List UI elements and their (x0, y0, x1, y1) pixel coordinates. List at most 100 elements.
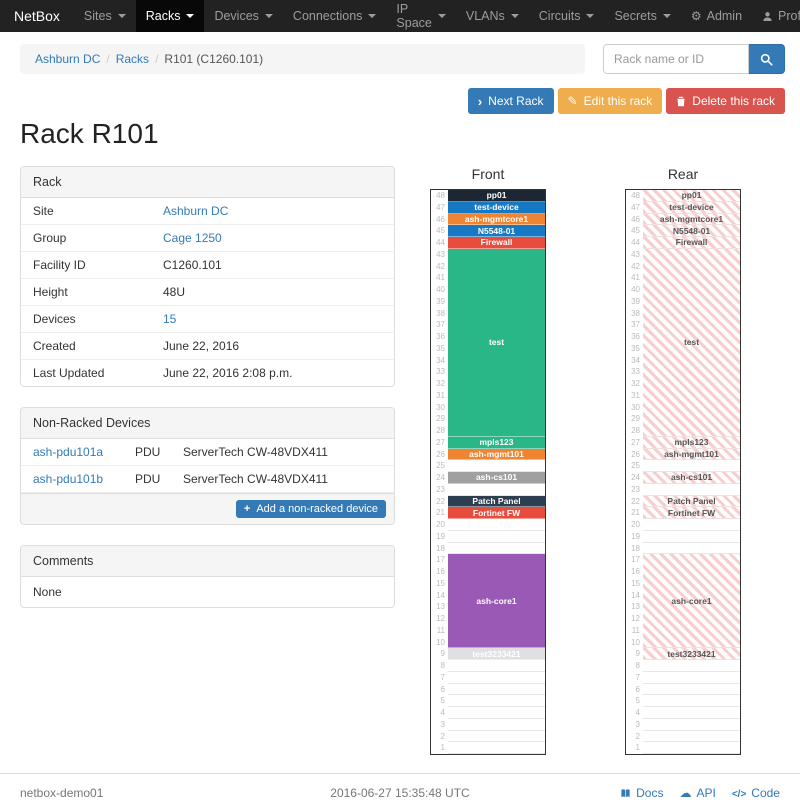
edit-rack-button[interactable]: ✎ Edit this rack (557, 88, 663, 114)
rack-device-ash-mgmtcore1[interactable]: ash-mgmtcore1 (643, 213, 740, 226)
trash-icon (676, 96, 686, 107)
empty-rack-unit[interactable] (643, 542, 740, 555)
empty-rack-unit[interactable] (448, 730, 545, 743)
nav-item-secrets[interactable]: Secrets (604, 0, 680, 32)
non-racked-device-row: ash-pdu101b PDU ServerTech CW-48VDX411 (21, 466, 394, 493)
empty-rack-unit[interactable] (643, 683, 740, 696)
footer-link-docs[interactable]: Docs (620, 786, 663, 800)
rack-device-ash-mgmtcore1[interactable]: ash-mgmtcore1 (448, 213, 545, 226)
attribute-value-link[interactable]: Ashburn DC (163, 204, 229, 218)
rack-attribute-row: Created June 22, 2016 (21, 333, 394, 360)
attribute-label: Last Updated (33, 366, 105, 380)
attribute-value-link[interactable]: 15 (163, 312, 177, 326)
unit-number: 42 (631, 261, 640, 271)
empty-rack-unit[interactable] (643, 695, 740, 707)
unit-number: 4 (440, 708, 445, 717)
rack-device-mpls123[interactable]: mpls123 (643, 436, 740, 449)
breadcrumb-separator: / (155, 52, 159, 66)
unit-number: 22 (631, 496, 640, 506)
rack-device-firewall[interactable]: Firewall (643, 237, 740, 249)
rack-attribute-row: Group Cage 1250 (21, 225, 394, 252)
brand-link[interactable]: NetBox (14, 8, 60, 24)
rack-device-pp01[interactable]: pp01 (643, 190, 740, 202)
empty-rack-unit[interactable] (448, 695, 545, 707)
rack-device-patch-panel[interactable]: Patch Panel (643, 495, 740, 508)
unit-number: 7 (635, 672, 640, 682)
empty-rack-unit[interactable] (643, 730, 740, 743)
rack-device-ash-cs101[interactable]: ash-cs101 (643, 472, 740, 484)
rack-device-patch-panel[interactable]: Patch Panel (448, 495, 545, 508)
non-racked-device-row: ash-pdu101a PDU ServerTech CW-48VDX411 (21, 439, 394, 466)
rack-device-n5548-01[interactable]: N5548-01 (643, 225, 740, 237)
device-role-cell: PDU (135, 472, 161, 486)
empty-rack-unit[interactable] (448, 519, 545, 531)
device-name-link[interactable]: ash-pdu101a (33, 445, 104, 459)
rack-device-mpls123[interactable]: mpls123 (448, 436, 545, 449)
empty-rack-unit[interactable] (448, 542, 545, 555)
empty-rack-unit[interactable] (448, 707, 545, 719)
empty-rack-unit[interactable] (643, 718, 740, 731)
empty-rack-unit[interactable] (448, 683, 545, 696)
search-button[interactable] (749, 44, 785, 74)
empty-rack-unit[interactable] (643, 742, 740, 754)
attribute-value-link[interactable]: Cage 1250 (163, 231, 222, 245)
empty-rack-unit[interactable] (643, 460, 740, 472)
unit-number: 48 (631, 191, 640, 200)
next-rack-label: Next Rack (488, 94, 544, 108)
rack-device-pp01[interactable]: pp01 (448, 190, 545, 202)
nav-item-profile[interactable]: Profile (752, 0, 800, 32)
unit-number: 44 (631, 238, 640, 247)
breadcrumb: Ashburn DC / Racks / R101 (C1260.101) (20, 44, 585, 74)
empty-rack-unit[interactable] (448, 660, 545, 672)
rack-device-firewall[interactable]: Firewall (448, 237, 545, 249)
delete-rack-button[interactable]: Delete this rack (666, 88, 785, 114)
nav-item-sites[interactable]: Sites (74, 0, 136, 32)
empty-rack-unit[interactable] (643, 483, 740, 496)
nav-item-racks[interactable]: Racks (135, 0, 205, 32)
rack-device-ash-mgmt101[interactable]: ash-mgmt101 (448, 448, 545, 461)
unit-number: 26 (436, 449, 445, 459)
rack-device-ash-cs101[interactable]: ash-cs101 (448, 472, 545, 484)
nav-item-admin[interactable]: ⚙ Admin (681, 0, 752, 32)
empty-rack-unit[interactable] (643, 660, 740, 672)
empty-rack-unit[interactable] (643, 671, 740, 684)
breadcrumb-item-ashburn-dc[interactable]: Ashburn DC (35, 52, 101, 66)
empty-rack-unit[interactable] (448, 742, 545, 754)
rack-device-test3233421[interactable]: test3233421 (643, 648, 740, 660)
nav-item-circuits[interactable]: Circuits (529, 0, 605, 32)
nav-item-connections[interactable]: Connections (283, 0, 387, 32)
rack-attribute-row: Height 48U (21, 279, 394, 306)
rack-device-test[interactable]: test (643, 248, 740, 437)
footer-link-api[interactable]: ☁ API (679, 786, 715, 800)
nav-item-devices[interactable]: Devices (204, 0, 282, 32)
rack-device-ash-mgmt101[interactable]: ash-mgmt101 (643, 448, 740, 461)
empty-rack-unit[interactable] (448, 483, 545, 496)
breadcrumb-item-racks[interactable]: Racks (115, 52, 150, 66)
nav-item-label: Racks (145, 9, 181, 23)
rack-device-fortinet-fw[interactable]: Fortinet FW (448, 507, 545, 519)
chevron-down-icon (186, 14, 195, 18)
rack-device-test-device[interactable]: test-device (448, 201, 545, 214)
rack-device-n5548-01[interactable]: N5548-01 (448, 225, 545, 237)
rack-device-test-device[interactable]: test-device (643, 201, 740, 214)
empty-rack-unit[interactable] (448, 671, 545, 684)
next-rack-button[interactable]: › Next Rack (467, 88, 554, 114)
add-non-racked-device-button[interactable]: + Add a non-racked device (235, 500, 386, 518)
footer-link-code[interactable]: </> Code (732, 786, 780, 800)
empty-rack-unit[interactable] (643, 707, 740, 719)
empty-rack-unit[interactable] (448, 530, 545, 543)
rack-device-test[interactable]: test (448, 248, 545, 437)
unit-number: 8 (440, 661, 445, 670)
nav-item-vlans[interactable]: VLANs (456, 0, 529, 32)
rack-device-ash-core1[interactable]: ash-core1 (643, 554, 740, 649)
rack-device-test3233421[interactable]: test3233421 (448, 648, 545, 660)
rack-device-ash-core1[interactable]: ash-core1 (448, 554, 545, 649)
empty-rack-unit[interactable] (643, 519, 740, 531)
device-name-link[interactable]: ash-pdu101b (33, 472, 104, 486)
nav-item-ip-space[interactable]: IP Space (386, 0, 455, 32)
empty-rack-unit[interactable] (448, 460, 545, 472)
empty-rack-unit[interactable] (643, 530, 740, 543)
rack-device-fortinet-fw[interactable]: Fortinet FW (643, 507, 740, 519)
search-input[interactable] (603, 44, 749, 74)
empty-rack-unit[interactable] (448, 718, 545, 731)
